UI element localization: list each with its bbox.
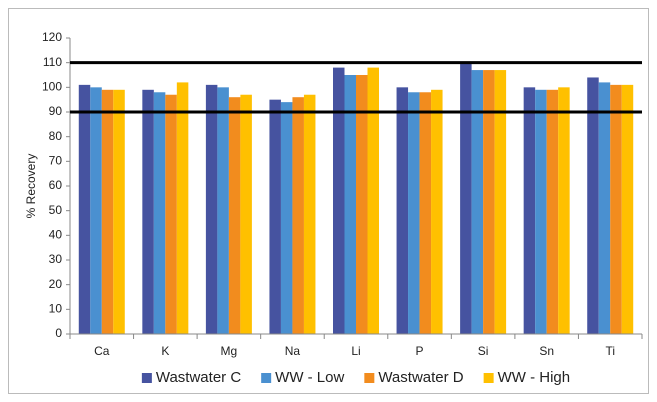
bar xyxy=(269,99,281,335)
bar xyxy=(78,84,91,334)
x-tick-label: K xyxy=(161,344,169,358)
y-tick-label: 120 xyxy=(42,30,62,44)
bar xyxy=(494,70,507,335)
x-tick-label: Na xyxy=(285,344,301,358)
bar xyxy=(113,89,125,334)
legend-label: Wastwater D xyxy=(378,369,463,386)
bar xyxy=(598,82,611,335)
legend-label: WW - Low xyxy=(275,369,344,386)
bar xyxy=(621,84,634,334)
bar xyxy=(587,77,599,334)
legend-swatch xyxy=(141,373,152,383)
bar xyxy=(165,94,177,334)
bar xyxy=(523,87,536,334)
bar xyxy=(344,75,356,334)
bar xyxy=(90,87,102,334)
x-tick-label: Mg xyxy=(221,344,238,358)
bar xyxy=(431,89,443,334)
bar xyxy=(176,82,189,335)
bar xyxy=(419,92,432,335)
bar xyxy=(610,84,622,334)
legend-swatch xyxy=(261,373,272,383)
bar xyxy=(471,70,484,335)
bar xyxy=(205,84,218,334)
bar xyxy=(217,87,229,334)
x-tick-label: Ti xyxy=(605,344,615,358)
y-tick-label: 70 xyxy=(49,154,63,168)
bar xyxy=(558,87,570,334)
y-axis-label: % Recovery xyxy=(24,154,38,219)
y-tick-label: 110 xyxy=(43,55,62,69)
bar xyxy=(101,89,114,334)
bar xyxy=(228,97,241,334)
y-tick-label: 80 xyxy=(49,129,63,143)
bar xyxy=(546,89,559,334)
bar xyxy=(292,97,304,334)
bar xyxy=(535,89,547,334)
x-tick-label: P xyxy=(416,344,424,358)
bar xyxy=(483,70,495,335)
y-tick-label: 10 xyxy=(49,302,63,316)
x-tick-label: Sn xyxy=(539,344,554,358)
bar xyxy=(240,94,252,334)
bar xyxy=(142,89,154,334)
legend-label: WW - High xyxy=(498,369,571,386)
bar xyxy=(153,92,166,335)
x-tick-label: Li xyxy=(351,344,360,358)
y-tick-label: 0 xyxy=(55,326,62,340)
legend-swatch xyxy=(364,373,375,383)
y-tick-label: 40 xyxy=(49,228,63,242)
y-tick-label: 100 xyxy=(42,80,62,94)
bar xyxy=(303,94,316,334)
bar xyxy=(367,67,379,334)
legend-swatch xyxy=(483,373,494,383)
y-tick-label: 60 xyxy=(49,178,63,192)
bar xyxy=(408,92,420,335)
y-tick-label: 90 xyxy=(49,104,63,118)
y-tick-label: 30 xyxy=(49,252,63,266)
legend-label: Wastwater C xyxy=(156,369,241,386)
x-tick-label: Ca xyxy=(94,344,110,358)
bar xyxy=(460,62,472,335)
bar xyxy=(396,87,409,334)
x-tick-label: Si xyxy=(478,344,489,358)
bar xyxy=(356,75,368,334)
bar xyxy=(333,67,345,334)
y-tick-label: 50 xyxy=(49,203,63,217)
y-tick-label: 20 xyxy=(49,277,63,291)
bar xyxy=(280,102,293,334)
